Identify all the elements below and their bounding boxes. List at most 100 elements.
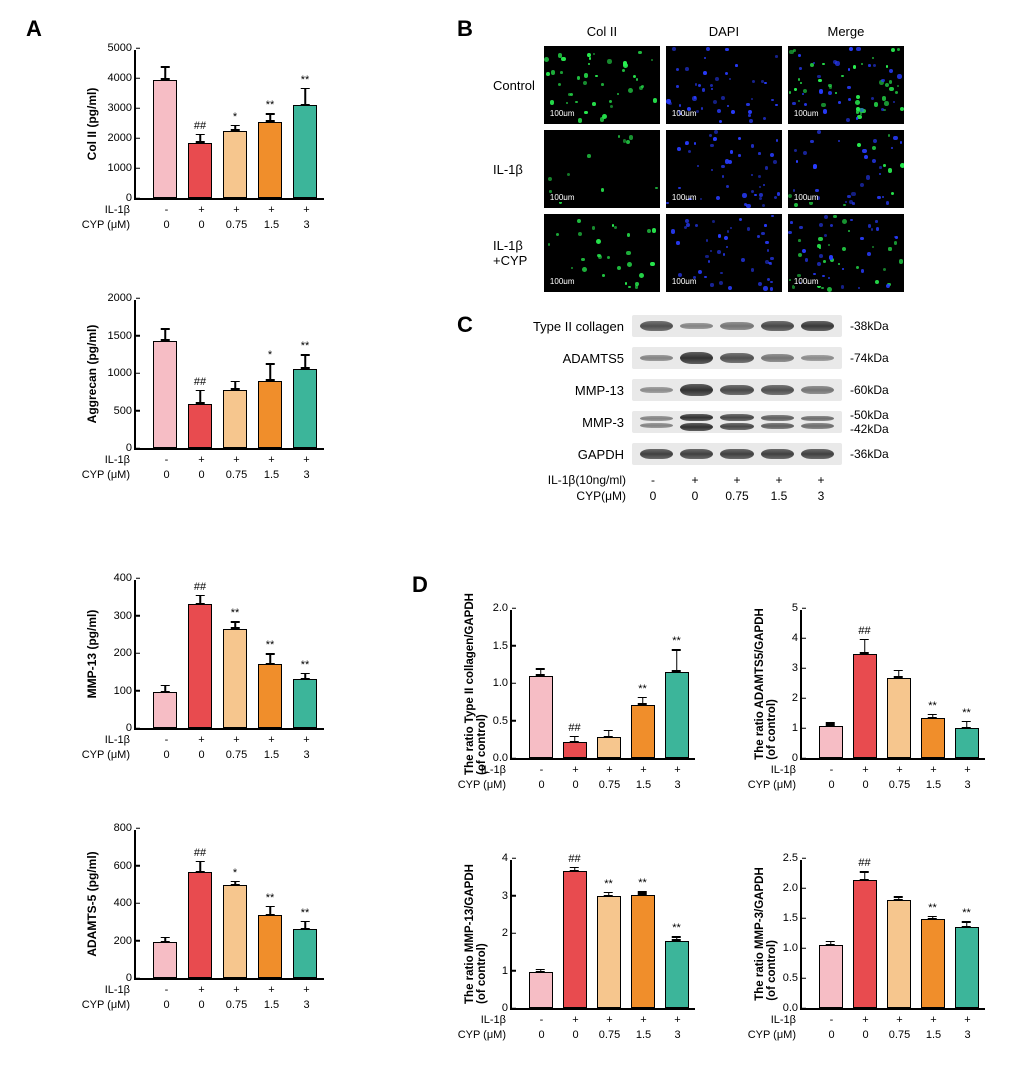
x-tick: 0 — [149, 749, 184, 761]
blot-x-value: - — [632, 473, 674, 487]
x-tick: - — [149, 984, 184, 996]
x-axis-rows: IL-1β-++++CYP (μM)000.751.53 — [800, 758, 985, 792]
blot-lane — [717, 318, 757, 334]
errorbar — [269, 363, 271, 380]
blot-x-value: + — [800, 473, 842, 487]
x-row-label: CYP (μM) — [744, 1029, 800, 1041]
chart-aggrecan: 0500100015002000Aggrecan (pg/ml)##***IL-… — [76, 292, 336, 492]
errorbar — [164, 66, 166, 80]
blot-lane — [676, 446, 716, 462]
scalebar: 100μm — [794, 193, 819, 202]
x-row-label: CYP (μM) — [454, 779, 510, 791]
y-axis-label: Col II (pg/ml) — [85, 88, 99, 161]
x-axis-rows: IL-1β-++++CYP (μM)000.751.53 — [134, 978, 324, 1012]
x-tick: + — [883, 764, 917, 776]
micrograph-row-label: IL-1β+CYP — [492, 213, 539, 293]
blot-x-value: + — [716, 473, 758, 487]
y-axis-label: The ratio MMP-3/GAPDH(of control) — [754, 867, 778, 1001]
x-row-label: CYP (μM) — [454, 1029, 510, 1041]
blot-protein-name: ADAMTS5 — [502, 351, 632, 366]
micrograph-cell: 100μm — [666, 46, 782, 124]
x-tick: + — [219, 984, 254, 996]
blot-lane — [757, 318, 797, 334]
x-tick: + — [184, 204, 219, 216]
errorbar — [574, 736, 576, 743]
bar — [153, 80, 177, 199]
x-row-label: IL-1β — [454, 1014, 510, 1026]
blot-x-value: 0 — [674, 489, 716, 503]
significance-marker: ** — [301, 907, 310, 919]
blot-lane — [636, 446, 676, 462]
x-tick: + — [289, 984, 324, 996]
x-tick: 0 — [184, 999, 219, 1011]
significance-marker: ** — [301, 74, 310, 86]
significance-marker: ** — [301, 340, 310, 352]
ytick: 1 — [502, 965, 512, 977]
blot-lanes — [632, 347, 842, 369]
micrograph-cell: 100μm — [788, 214, 904, 292]
ytick: 800 — [114, 822, 136, 834]
x-tick: + — [883, 1014, 917, 1026]
errorbar — [304, 673, 306, 680]
blot-lane — [676, 414, 716, 430]
significance-marker: ## — [194, 581, 206, 593]
x-tick: 1.5 — [917, 779, 951, 791]
x-tick: 0 — [525, 1029, 559, 1041]
bar — [853, 654, 877, 758]
errorbar — [304, 354, 306, 368]
blot-lane — [757, 446, 797, 462]
blot-row: GAPDH-36kDa — [502, 440, 889, 468]
ytick: 2.0 — [783, 882, 802, 894]
errorbar — [642, 697, 644, 705]
x-tick: + — [254, 734, 289, 746]
bar — [955, 728, 979, 758]
bar — [293, 929, 317, 978]
x-tick: 0.75 — [219, 469, 254, 481]
blot-lane — [636, 414, 676, 430]
x-tick: 0 — [815, 779, 849, 791]
x-tick: 3 — [951, 1029, 985, 1041]
blot-kda: -60kDa — [842, 383, 889, 397]
y-axis-label: The ratio ADAMTS5/GAPDH(of control) — [754, 608, 778, 760]
errorbar — [540, 668, 542, 676]
errorbar — [642, 891, 644, 895]
ytick: 400 — [114, 572, 136, 584]
ytick: 1.0 — [783, 942, 802, 954]
chart-d_mmp13: 01234The ratio MMP-13/GAPDH(of control)#… — [452, 852, 707, 1052]
x-tick: 1.5 — [254, 219, 289, 231]
blot-lane — [636, 382, 676, 398]
x-tick: 3 — [661, 779, 695, 791]
y-axis-label: MMP-13 (pg/ml) — [85, 610, 99, 699]
blot-x-value: 0 — [632, 489, 674, 503]
x-tick: + — [593, 764, 627, 776]
errorbar — [608, 892, 610, 897]
significance-marker: * — [233, 111, 237, 123]
bar — [921, 718, 945, 758]
x-row-label: IL-1β — [744, 764, 800, 776]
x-tick: - — [525, 764, 559, 776]
x-tick: + — [289, 204, 324, 216]
panel-label-c: C — [457, 312, 473, 338]
bar — [631, 705, 655, 758]
micrograph-row-label: IL-1β — [492, 129, 539, 209]
blot-kda: -74kDa — [842, 351, 889, 365]
x-row-label: IL-1β — [78, 204, 134, 216]
errorbar — [864, 871, 866, 880]
significance-marker: ## — [568, 853, 580, 865]
errorbar — [234, 125, 236, 131]
x-axis-rows: IL-1β-++++CYP (μM)000.751.53 — [134, 448, 324, 482]
x-tick: + — [593, 1014, 627, 1026]
significance-marker: ** — [672, 922, 681, 934]
bar — [853, 880, 877, 1008]
bar — [188, 872, 212, 978]
scalebar: 100μm — [672, 277, 697, 286]
errorbar — [304, 921, 306, 929]
significance-marker: ## — [194, 847, 206, 859]
bar — [223, 131, 247, 199]
bar — [293, 369, 317, 449]
blot-protein-name: Type II collagen — [502, 319, 632, 334]
x-row-label: IL-1β — [78, 734, 134, 746]
x-tick: + — [219, 454, 254, 466]
bar — [188, 604, 212, 728]
micrograph-col-header: Merge — [787, 22, 905, 41]
